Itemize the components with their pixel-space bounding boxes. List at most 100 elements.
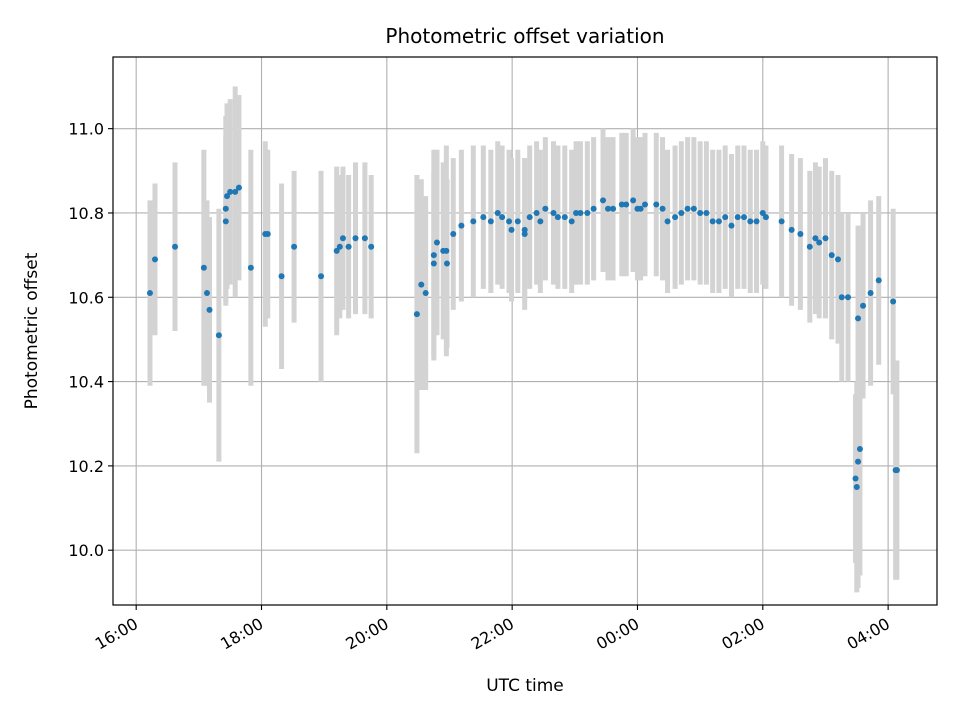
data-point	[151, 256, 158, 263]
data-point	[867, 290, 874, 297]
y-tick-label: 10.4	[68, 373, 104, 392]
data-point	[577, 209, 584, 216]
data-point	[828, 252, 835, 259]
data-point	[697, 209, 704, 216]
data-point	[200, 264, 207, 271]
data-point	[339, 235, 346, 242]
data-point	[672, 214, 679, 221]
data-point	[232, 188, 239, 195]
data-point	[806, 243, 813, 250]
data-point	[778, 218, 785, 225]
data-point	[590, 205, 597, 212]
data-point	[480, 214, 487, 221]
data-point	[506, 218, 513, 225]
data-point	[860, 302, 867, 309]
data-point	[584, 209, 591, 216]
data-point	[430, 252, 437, 259]
data-point	[215, 332, 222, 339]
y-tick-label: 10.6	[68, 288, 104, 307]
data-point	[852, 475, 859, 482]
data-point	[508, 226, 515, 233]
data-point	[600, 197, 607, 204]
data-point	[291, 243, 298, 250]
data-point	[413, 311, 420, 318]
data-point	[747, 218, 754, 225]
data-point	[812, 235, 819, 242]
data-point	[875, 277, 882, 284]
y-tick-label: 10.8	[68, 204, 104, 223]
data-point	[610, 205, 617, 212]
data-point	[659, 205, 666, 212]
data-point	[728, 222, 735, 229]
data-point	[172, 243, 179, 250]
data-point	[855, 458, 862, 465]
data-point	[227, 188, 234, 195]
data-point	[458, 222, 465, 229]
y-axis-label: Photometric offset	[22, 252, 42, 409]
data-point	[838, 294, 845, 301]
data-point	[336, 243, 343, 250]
data-point	[845, 294, 852, 301]
data-point	[709, 218, 716, 225]
data-point	[526, 214, 533, 221]
data-point	[206, 306, 213, 313]
data-point	[494, 209, 501, 216]
data-point	[470, 218, 477, 225]
data-point	[222, 218, 229, 225]
data-point	[855, 315, 862, 322]
y-tick-label: 10.2	[68, 457, 104, 476]
y-axis-ticks: 10.0 10.2 10.4 10.6 10.8 11.0	[68, 120, 113, 560]
data-point	[816, 239, 823, 246]
data-point	[856, 446, 863, 453]
data-point	[318, 273, 325, 280]
y-tick-label: 10.0	[68, 541, 104, 560]
data-point	[224, 193, 231, 200]
data-point	[521, 231, 528, 238]
data-point	[561, 214, 568, 221]
data-points	[146, 184, 900, 490]
data-point	[146, 290, 153, 297]
data-point	[235, 184, 242, 191]
data-point	[247, 264, 254, 271]
data-point	[741, 214, 748, 221]
data-point	[890, 298, 897, 305]
data-point	[641, 201, 648, 208]
data-point	[521, 226, 528, 233]
data-point	[568, 218, 575, 225]
data-point	[222, 205, 229, 212]
data-point	[853, 483, 860, 490]
chart-title: Photometric offset variation	[385, 24, 664, 48]
data-point	[450, 231, 457, 238]
data-point	[278, 273, 285, 280]
data-point	[715, 218, 722, 225]
data-point	[352, 235, 359, 242]
data-point	[550, 209, 557, 216]
data-point	[430, 260, 437, 267]
data-point	[664, 218, 671, 225]
data-point	[203, 290, 210, 297]
data-point	[703, 209, 710, 216]
data-point	[499, 214, 506, 221]
data-point	[892, 467, 899, 474]
data-point	[630, 197, 637, 204]
data-point	[443, 247, 450, 254]
data-point	[433, 239, 440, 246]
data-point	[345, 243, 352, 250]
data-point	[797, 231, 804, 238]
data-point	[653, 201, 660, 208]
data-point	[759, 209, 766, 216]
data-point	[361, 235, 368, 242]
y-tick-label: 11.0	[68, 120, 104, 139]
data-point	[822, 235, 829, 242]
data-point	[264, 231, 271, 238]
data-point	[368, 243, 375, 250]
data-point	[418, 281, 425, 288]
data-point	[422, 290, 429, 297]
data-point	[573, 209, 580, 216]
data-point	[333, 247, 340, 254]
x-axis-label: UTC time	[486, 676, 564, 696]
data-point	[542, 205, 549, 212]
data-point	[734, 214, 741, 221]
